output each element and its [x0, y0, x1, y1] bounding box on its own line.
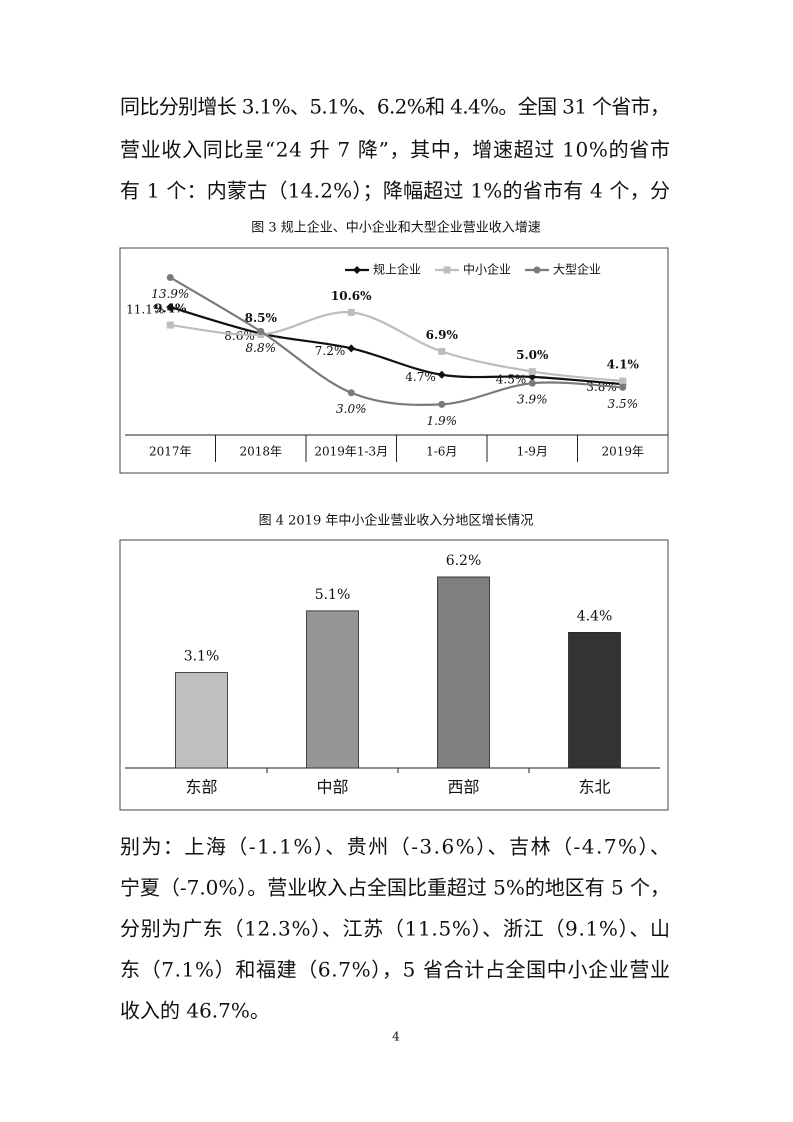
legend-label: 规上企业	[373, 262, 421, 277]
data-label: 8.8%	[246, 341, 277, 355]
data-label: 3.9%	[517, 393, 548, 407]
marker	[438, 400, 446, 408]
marker	[353, 266, 361, 274]
x-tick-label: 2017年	[149, 445, 192, 459]
body-line: 宁夏（-7.0%）。营业收入占全国比重超过 5%的地区有 5 个，	[120, 876, 670, 900]
x-tick-label: 东部	[185, 778, 217, 797]
body-line: 别为：上海（-1.1%）、贵州（-3.6%）、吉林（-4.7%）、	[120, 835, 670, 859]
marker	[528, 368, 536, 376]
bar	[175, 672, 228, 769]
chart-frame	[119, 539, 669, 811]
data-label: 3.5%	[608, 397, 639, 411]
data-label: 4.1%	[607, 358, 640, 372]
data-label: 5.0%	[516, 348, 549, 362]
data-label: 9.4%	[154, 302, 187, 316]
figure-caption: 图 3 规上企业、中小企业和大型企业营业收入增速	[251, 220, 541, 236]
data-label: 3.8%	[586, 380, 617, 394]
data-label: 6.9%	[426, 328, 459, 342]
marker	[166, 273, 174, 281]
data-label: 3.1%	[184, 648, 220, 664]
data-label: 4.5%	[496, 372, 527, 386]
data-label: 5.1%	[315, 587, 351, 603]
legend-label: 中小企业	[463, 262, 511, 277]
data-label: 3.0%	[336, 402, 367, 416]
marker	[347, 344, 356, 353]
bar	[437, 576, 490, 769]
page-number: 4	[392, 1030, 400, 1044]
data-label: 8.5%	[245, 311, 278, 325]
x-tick-label: 2018年	[239, 445, 282, 459]
x-tick-label: 1-6月	[426, 445, 457, 459]
marker	[437, 370, 446, 379]
x-tick-label: 2019年	[601, 445, 644, 459]
chart-frame	[119, 247, 669, 474]
data-label: 7.2%	[315, 344, 346, 358]
marker	[619, 383, 627, 391]
body-line: 营业收入同比呈“24 升 7 降”，其中，增速超过 10%的省市	[120, 138, 670, 162]
marker	[528, 379, 536, 387]
marker	[257, 327, 265, 335]
data-label: 4.7%	[405, 370, 436, 384]
data-label: 4.4%	[577, 608, 613, 624]
marker	[438, 347, 446, 355]
marker	[166, 321, 174, 329]
body-line: 东（7.1%）和福建（6.7%），5 省合计占全国中小企业营业	[120, 958, 670, 982]
x-tick-label: 2019年1-3月	[314, 445, 388, 459]
marker	[533, 266, 541, 274]
figure-caption: 图 4 2019 年中小企业营业收入分地区增长情况	[259, 513, 534, 529]
data-label: 1.9%	[427, 414, 458, 428]
bar	[568, 632, 621, 769]
x-tick-label: 中部	[316, 778, 348, 797]
marker	[166, 303, 175, 312]
marker	[619, 377, 627, 385]
legend-label: 大型企业	[553, 262, 601, 277]
body-line: 同比分别增长 3.1%、5.1%、6.2%和 4.4%。全国 31 个省市，	[120, 95, 670, 119]
x-tick-label: 1-9月	[517, 445, 548, 459]
series-line	[169, 306, 623, 386]
data-label: 6.2%	[446, 553, 482, 569]
series-line	[170, 311, 623, 383]
x-tick-label: 东北	[578, 778, 610, 797]
marker	[347, 308, 355, 316]
data-label: 11.1%	[126, 303, 164, 317]
body-line: 收入的 46.7%。	[120, 999, 270, 1023]
marker	[443, 266, 451, 274]
data-label: 13.9%	[151, 287, 189, 301]
body-line: 有 1 个：内蒙古（14.2%）；降幅超过 1%的省市有 4 个，分	[120, 179, 670, 203]
marker	[347, 389, 355, 397]
body-line: 分别为广东（12.3%）、江苏（11.5%）、浙江（9.1%）、山	[120, 917, 670, 941]
data-label: 10.6%	[331, 289, 372, 303]
series-line	[169, 276, 623, 407]
data-label: 8.6%	[224, 329, 255, 343]
bar	[306, 610, 359, 769]
x-tick-label: 西部	[447, 778, 479, 797]
